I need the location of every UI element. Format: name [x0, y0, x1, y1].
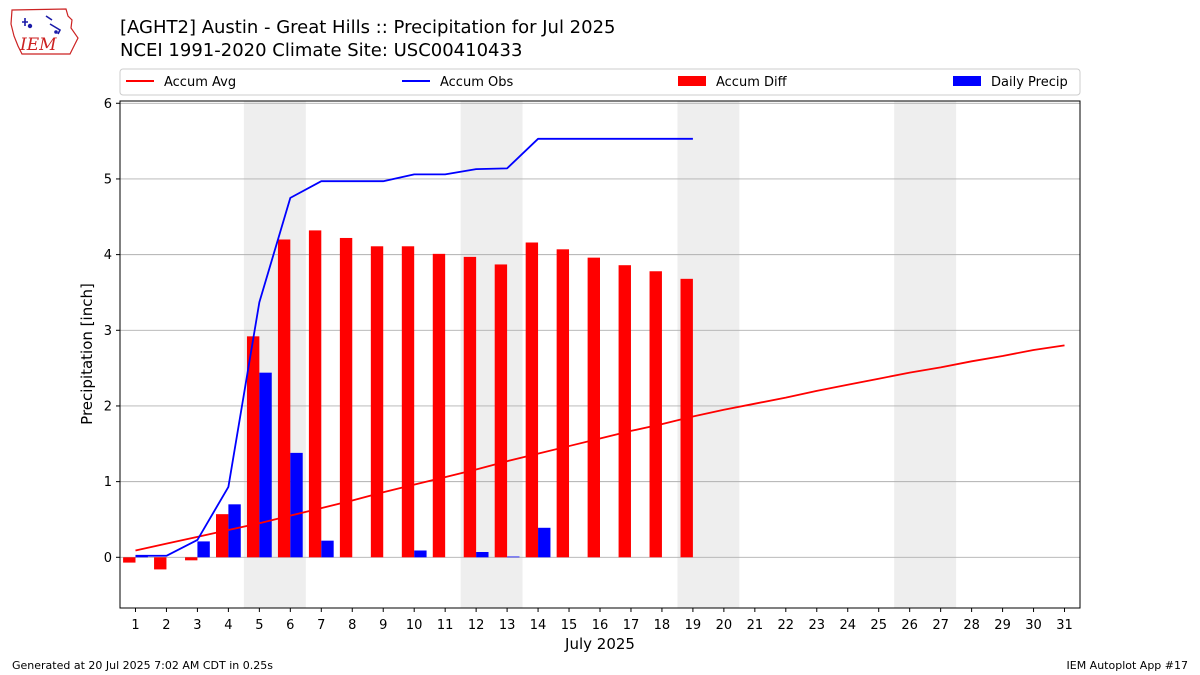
x-tick-label: 13 — [499, 618, 516, 633]
legend-diff-label: Accum Diff — [716, 75, 788, 90]
accum-diff-bar — [123, 557, 136, 563]
y-axis-label: Precipitation [inch] — [78, 283, 96, 425]
daily-precip-bar — [476, 552, 489, 558]
y-tick-label: 1 — [104, 475, 112, 490]
accum-diff-bar — [525, 242, 539, 558]
x-tick-label: 10 — [406, 618, 423, 633]
accum-obs-line — [135, 137, 693, 557]
x-tick-label: 31 — [1056, 618, 1073, 633]
x-tick-label: 16 — [592, 618, 609, 633]
app-label: IEM Autoplot App #17 — [1066, 659, 1189, 672]
daily-precip-bar — [259, 372, 272, 558]
daily-precip-bar — [290, 452, 303, 558]
y-tick-label: 2 — [104, 399, 112, 414]
daily-precip-bar — [197, 541, 210, 558]
accum-diff-bar — [370, 246, 384, 558]
x-tick-label: 26 — [901, 618, 918, 633]
x-tick-label: 11 — [437, 618, 454, 633]
generated-timestamp: Generated at 20 Jul 2025 7:02 AM CDT in … — [12, 659, 273, 672]
x-tick-label: 24 — [839, 618, 856, 633]
legend-box — [119, 68, 1081, 96]
accum-diff-bar — [339, 237, 353, 558]
daily-precip-bar — [414, 550, 427, 558]
daily-precip-bar — [321, 540, 334, 558]
x-tick-label: 3 — [193, 618, 201, 633]
x-axis-label: July 2025 — [564, 635, 635, 653]
accum-diff-bar — [154, 557, 167, 570]
accum-diff-bar — [308, 230, 322, 558]
accum-diff-bar — [432, 253, 446, 558]
x-tick-label: 7 — [317, 618, 325, 633]
x-tick-label: 19 — [685, 618, 702, 633]
x-tick-label: 27 — [932, 618, 949, 633]
daily-precip-bar — [538, 527, 551, 558]
x-tick-label: 1 — [131, 618, 139, 633]
legend-diff-swatch — [678, 76, 706, 86]
x-tick-label: 8 — [348, 618, 356, 633]
y-tick-label: 3 — [104, 324, 112, 339]
x-tick-label: 25 — [870, 618, 887, 633]
accum-diff-bar — [463, 256, 477, 558]
y-tick-label: 5 — [104, 172, 112, 187]
x-tick-label: 18 — [654, 618, 671, 633]
accum-diff-bar — [185, 557, 198, 561]
x-tick-label: 6 — [286, 618, 294, 633]
accum-diff-bar — [556, 249, 570, 558]
y-tick-label: 0 — [104, 551, 112, 566]
daily-precip-bar — [228, 504, 241, 558]
legend-daily-label: Daily Precip — [991, 75, 1068, 90]
x-tick-label: 21 — [747, 618, 764, 633]
x-tick-label: 2 — [162, 618, 170, 633]
x-tick-label: 5 — [255, 618, 263, 633]
chart-title: [AGHT2] Austin - Great Hills :: Precipit… — [120, 17, 616, 38]
legend: Accum Avg Accum Obs Accum Diff Daily Pre… — [119, 68, 1081, 96]
chart-subtitle: NCEI 1991-2020 Climate Site: USC00410433 — [120, 40, 523, 61]
lines — [135, 137, 1065, 557]
daily-precip-bar — [507, 556, 520, 558]
x-tick-label: 23 — [809, 618, 826, 633]
y-tick-label: 6 — [104, 97, 112, 112]
weekend-shade — [894, 101, 957, 608]
accum-diff-bar — [587, 257, 600, 558]
x-tick-label: 29 — [994, 618, 1011, 633]
accum-diff-bar — [494, 264, 508, 558]
x-tick-label: 14 — [530, 618, 547, 633]
accum-diff-bar — [401, 246, 415, 558]
x-tick-label: 28 — [963, 618, 980, 633]
x-tick-label: 17 — [623, 618, 640, 633]
accum-diff-bar — [216, 514, 229, 558]
x-tick-label: 15 — [561, 618, 578, 633]
accum-diff-bar — [618, 265, 631, 558]
x-tick-label: 20 — [716, 618, 733, 633]
x-tick-label: 30 — [1025, 618, 1042, 633]
accum-diff-bar — [246, 336, 260, 558]
iem-logo: IEM — [10, 8, 79, 55]
x-tick-label: 12 — [468, 618, 485, 633]
bars — [123, 230, 693, 570]
logo-text: IEM — [19, 35, 57, 55]
legend-avg-label: Accum Avg — [164, 75, 236, 90]
legend-obs-label: Accum Obs — [440, 75, 513, 90]
accum-diff-bar — [277, 239, 291, 558]
x-tick-label: 22 — [778, 618, 795, 633]
x-tick-label: 9 — [379, 618, 387, 633]
y-tick-label: 4 — [104, 248, 112, 263]
legend-daily-swatch — [953, 76, 981, 86]
accum-diff-bar — [649, 271, 662, 558]
x-tick-label: 4 — [224, 618, 232, 633]
accum-avg-line — [135, 344, 1065, 552]
